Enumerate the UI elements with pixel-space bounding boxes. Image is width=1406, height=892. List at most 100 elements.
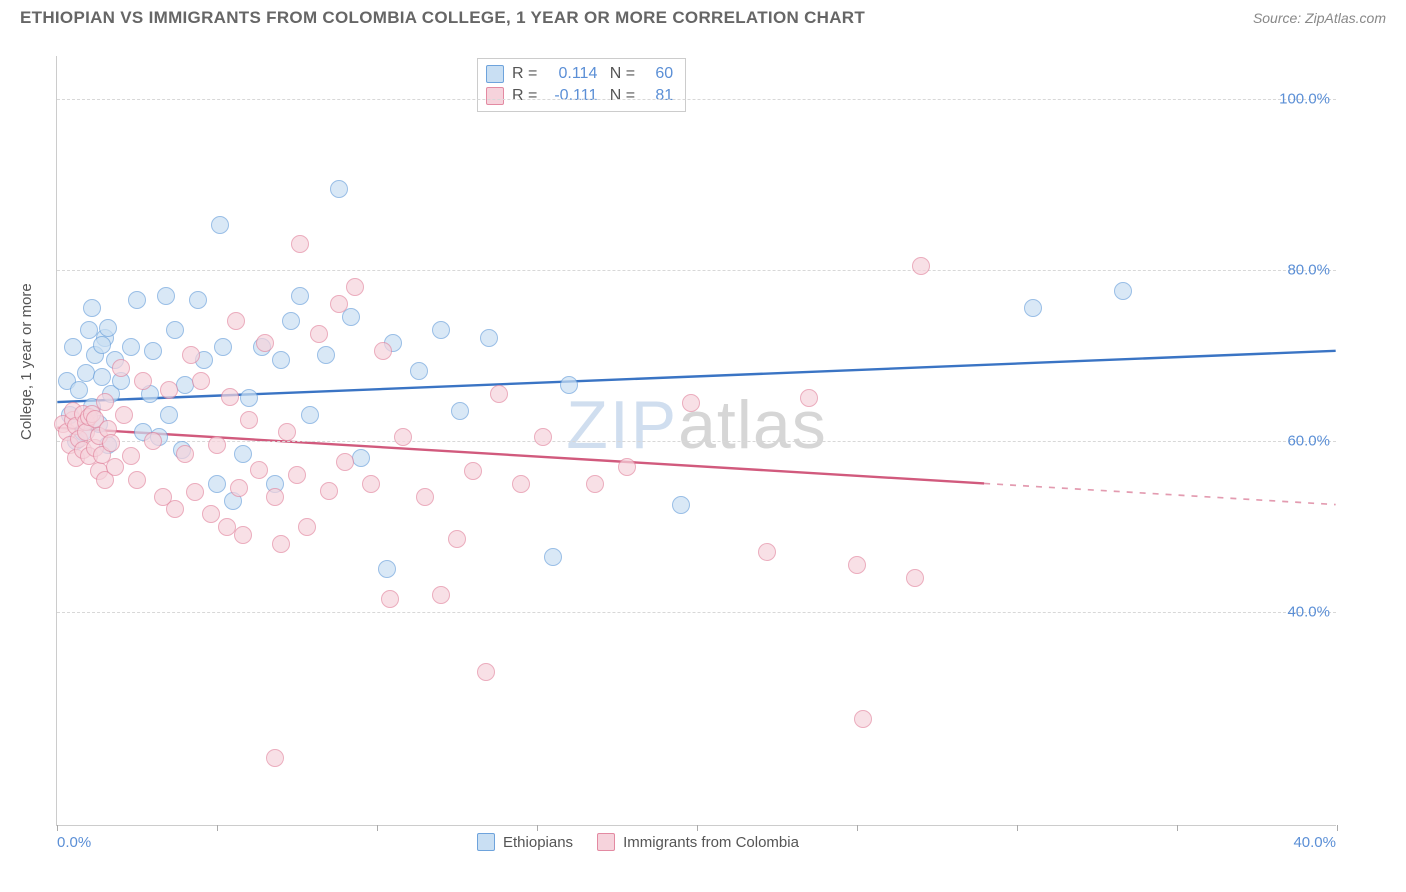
gridline	[57, 441, 1336, 442]
data-point	[906, 569, 924, 587]
data-point	[160, 406, 178, 424]
data-point	[166, 321, 184, 339]
chart-title: ETHIOPIAN VS IMMIGRANTS FROM COLOMBIA CO…	[20, 8, 865, 28]
x-tick	[1337, 825, 1338, 831]
y-tick-label: 60.0%	[1287, 433, 1330, 450]
data-point	[336, 453, 354, 471]
data-point	[128, 471, 146, 489]
x-tick	[697, 825, 698, 831]
data-point	[122, 447, 140, 465]
x-tick	[1017, 825, 1018, 831]
legend-bottom-swatch-1	[597, 833, 615, 851]
y-axis-title: College, 1 year or more	[18, 283, 35, 440]
legend-stats-row-1: R = -0.111 N = 81	[486, 85, 673, 107]
data-point	[166, 500, 184, 518]
n-value-1: 81	[643, 85, 673, 107]
data-point	[342, 308, 360, 326]
data-point	[157, 287, 175, 305]
data-point	[144, 432, 162, 450]
legend-label-0: Ethiopians	[503, 834, 573, 851]
data-point	[672, 496, 690, 514]
data-point	[317, 346, 335, 364]
data-point	[448, 530, 466, 548]
data-point	[378, 560, 396, 578]
data-point	[250, 461, 268, 479]
data-point	[544, 548, 562, 566]
data-point	[128, 291, 146, 309]
data-point	[240, 411, 258, 429]
r-value-1: -0.111	[545, 85, 597, 107]
gridline	[57, 99, 1336, 100]
data-point	[346, 278, 364, 296]
data-point	[381, 590, 399, 608]
data-point	[320, 482, 338, 500]
data-point	[211, 216, 229, 234]
data-point	[278, 423, 296, 441]
data-point	[560, 376, 578, 394]
data-point	[298, 518, 316, 536]
data-point	[93, 336, 111, 354]
data-point	[451, 402, 469, 420]
data-point	[848, 556, 866, 574]
x-tick	[377, 825, 378, 831]
data-point	[272, 535, 290, 553]
data-point	[330, 295, 348, 313]
data-point	[214, 338, 232, 356]
data-point	[1114, 282, 1132, 300]
data-point	[144, 342, 162, 360]
data-point	[266, 749, 284, 767]
legend-swatch-0	[486, 65, 504, 83]
y-tick-label: 40.0%	[1287, 604, 1330, 621]
data-point	[192, 372, 210, 390]
legend-label-1: Immigrants from Colombia	[623, 834, 799, 851]
data-point	[102, 434, 120, 452]
legend-bottom-swatch-0	[477, 833, 495, 851]
data-point	[282, 312, 300, 330]
data-point	[464, 462, 482, 480]
data-point	[912, 257, 930, 275]
x-tick	[217, 825, 218, 831]
data-point	[221, 388, 239, 406]
chart-header: ETHIOPIAN VS IMMIGRANTS FROM COLOMBIA CO…	[0, 0, 1406, 32]
data-point	[99, 319, 117, 337]
legend-bottom: Ethiopians Immigrants from Colombia	[477, 833, 799, 851]
data-point	[64, 338, 82, 356]
data-point	[432, 321, 450, 339]
data-point	[291, 235, 309, 253]
data-point	[288, 466, 306, 484]
x-tick	[1177, 825, 1178, 831]
data-point	[362, 475, 380, 493]
legend-stats-row-0: R = 0.114 N = 60	[486, 63, 673, 85]
y-tick-label: 80.0%	[1287, 261, 1330, 278]
data-point	[83, 299, 101, 317]
data-point	[272, 351, 290, 369]
data-point	[256, 334, 274, 352]
data-point	[480, 329, 498, 347]
y-tick-label: 100.0%	[1279, 90, 1330, 107]
data-point	[477, 663, 495, 681]
x-tick	[537, 825, 538, 831]
data-point	[682, 394, 700, 412]
data-point	[106, 458, 124, 476]
scatter-chart: ZIPatlas R = 0.114 N = 60 R = -0.111 N =…	[56, 56, 1336, 826]
data-point	[586, 475, 604, 493]
data-point	[394, 428, 412, 446]
data-point	[800, 389, 818, 407]
legend-item-1: Immigrants from Colombia	[597, 833, 799, 851]
data-point	[266, 488, 284, 506]
data-point	[122, 338, 140, 356]
legend-item-0: Ethiopians	[477, 833, 573, 851]
data-point	[115, 406, 133, 424]
data-point	[310, 325, 328, 343]
data-point	[186, 483, 204, 501]
data-point	[96, 393, 114, 411]
data-point	[208, 475, 226, 493]
data-point	[352, 449, 370, 467]
data-point	[301, 406, 319, 424]
data-point	[202, 505, 220, 523]
data-point	[1024, 299, 1042, 317]
data-point	[490, 385, 508, 403]
x-tick	[857, 825, 858, 831]
data-point	[432, 586, 450, 604]
data-point	[854, 710, 872, 728]
